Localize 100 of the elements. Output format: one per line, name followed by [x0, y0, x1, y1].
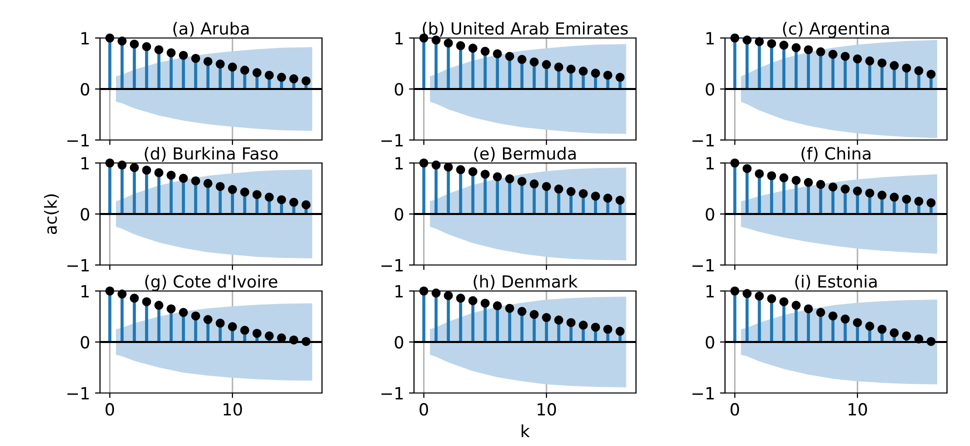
- point: [828, 311, 838, 321]
- y-tick-label: −1: [67, 134, 89, 146]
- point: [492, 301, 502, 310]
- point: [828, 50, 838, 59]
- point: [840, 184, 850, 194]
- point: [767, 294, 776, 304]
- point: [877, 58, 887, 68]
- y-tick-label: 0: [80, 82, 90, 96]
- point: [203, 315, 212, 324]
- point: [505, 52, 514, 61]
- point: [616, 72, 625, 82]
- x-tick-label: 0: [106, 403, 114, 416]
- point: [240, 66, 250, 75]
- point: [480, 298, 490, 308]
- point: [578, 189, 588, 198]
- point: [468, 296, 478, 306]
- point: [302, 336, 311, 346]
- point: [264, 70, 274, 80]
- y-tick-label: 0: [706, 82, 714, 96]
- y-tick-label: 1: [82, 32, 89, 44]
- chart-title: (f) China: [802, 146, 870, 162]
- point: [767, 39, 776, 48]
- point: [419, 286, 428, 296]
- chart-title: (g) Cote d'Ivoire: [145, 274, 278, 291]
- point: [730, 158, 740, 168]
- point: [492, 172, 502, 182]
- point: [742, 36, 752, 45]
- point: [118, 290, 127, 299]
- chart-title: (e) Bermuda: [474, 146, 576, 162]
- point: [926, 70, 936, 79]
- point: [191, 54, 200, 63]
- chart-title: (a) Aruba: [173, 22, 249, 37]
- point: [118, 36, 127, 46]
- point: [240, 188, 250, 197]
- x-tick-label: 0: [420, 403, 428, 416]
- point: [877, 324, 887, 334]
- point: [118, 160, 127, 170]
- point: [591, 322, 600, 332]
- y-axis-title: ac(k): [44, 194, 59, 234]
- point: [779, 297, 788, 306]
- y-tick-label: 1: [706, 32, 714, 44]
- point: [816, 308, 826, 317]
- point: [566, 187, 576, 196]
- point: [865, 188, 874, 198]
- chart-title: (b) United Arab Emirates: [422, 22, 628, 37]
- point: [792, 300, 801, 310]
- x-tick-label: 10: [848, 403, 867, 416]
- point: [754, 292, 764, 301]
- point: [603, 70, 612, 80]
- point: [779, 173, 788, 182]
- point: [865, 56, 874, 66]
- point: [877, 190, 887, 200]
- point: [228, 322, 237, 332]
- point: [178, 50, 188, 60]
- chart-title: (c) Argentina: [783, 22, 889, 38]
- point: [142, 166, 152, 175]
- point: [742, 164, 752, 174]
- point: [444, 162, 453, 172]
- point: [130, 40, 139, 49]
- point: [264, 192, 274, 202]
- point: [890, 192, 899, 202]
- point: [926, 198, 936, 208]
- point: [216, 318, 225, 328]
- point: [804, 45, 813, 54]
- point: [566, 318, 576, 328]
- point: [252, 68, 262, 78]
- y-tick-label: 0: [394, 82, 404, 96]
- y-tick-label: 1: [82, 157, 89, 170]
- point: [166, 304, 176, 314]
- point: [456, 294, 466, 303]
- y-tick-label: −1: [692, 134, 714, 146]
- point: [240, 326, 250, 335]
- point: [840, 314, 850, 324]
- y-tick-label: −1: [381, 387, 403, 400]
- point: [530, 179, 539, 188]
- y-tick-label: 1: [706, 285, 714, 298]
- point: [203, 178, 212, 188]
- y-tick-label: −1: [692, 259, 714, 272]
- point: [852, 318, 862, 328]
- point: [603, 194, 612, 203]
- point: [852, 54, 862, 64]
- point: [178, 308, 188, 317]
- point: [142, 297, 152, 306]
- point: [890, 61, 899, 70]
- point: [852, 186, 862, 196]
- point: [840, 52, 850, 61]
- point: [191, 176, 200, 186]
- x-axis-title: k: [522, 424, 530, 438]
- point: [492, 49, 502, 58]
- point: [792, 176, 801, 185]
- point: [456, 165, 466, 174]
- point: [902, 331, 912, 340]
- point: [154, 168, 164, 178]
- point: [530, 57, 539, 66]
- point: [742, 289, 752, 298]
- y-tick-label: −1: [692, 387, 714, 400]
- y-tick-label: 0: [394, 336, 404, 349]
- point: [142, 42, 152, 52]
- point: [779, 40, 788, 50]
- point: [480, 46, 490, 56]
